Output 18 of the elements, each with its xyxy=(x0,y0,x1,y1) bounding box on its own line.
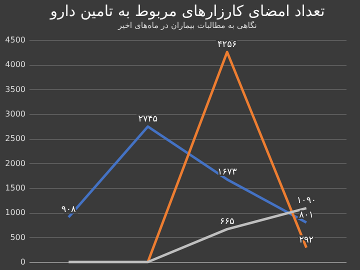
data-label: ۱۰۹۰ xyxy=(296,196,316,206)
y-tick-label: 4500 xyxy=(5,36,26,44)
data-label: ۱۶۷۳ xyxy=(217,167,237,178)
y-tick-label: 3500 xyxy=(5,84,26,94)
y-tick-label: 2000 xyxy=(5,158,26,168)
y-tick-label: 1500 xyxy=(5,184,26,192)
chart-subtitle: نگاهی به مطالبات بیماران در ماه‌های اخیر xyxy=(117,20,257,30)
y-tick-label: 2500 xyxy=(5,134,26,144)
y-tick-label: 500 xyxy=(10,232,26,242)
y-tick-label: 4000 xyxy=(5,60,26,70)
data-label: ۲۷۴۵ xyxy=(138,114,158,125)
data-label: ۸۰۱ xyxy=(299,210,314,220)
chart-title: تعداد امضای کارزارهای مربوط به تامین دارو xyxy=(49,2,325,20)
y-tick-label: 0 xyxy=(20,258,26,266)
y-tick-label: 3000 xyxy=(5,110,26,118)
y-tick-label: 1000 xyxy=(5,208,26,218)
data-label: ۴۲۵۶ xyxy=(217,40,237,50)
data-label: ۶۶۵ xyxy=(220,217,235,228)
